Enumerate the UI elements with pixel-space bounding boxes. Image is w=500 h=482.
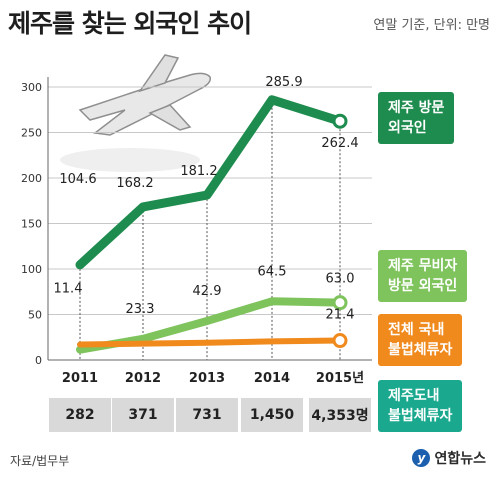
legend-illegal-jeju-line1: 제주도내 — [388, 388, 440, 404]
series-1-end-point — [332, 295, 348, 311]
x-tick-2011: 2011 — [62, 371, 98, 386]
x-tick-2012: 2012 — [125, 371, 161, 386]
data-label-1-0: 11.4 — [54, 282, 83, 297]
x-tick-2013: 2013 — [189, 371, 225, 386]
legend-illegal-jeju-line2: 불법체류자 — [388, 408, 453, 424]
y-tick-300: 300 — [21, 81, 42, 94]
data-label-0-0: 104.6 — [59, 172, 96, 187]
x-tick-2014: 2014 — [254, 371, 290, 386]
data-label-0-4: 262.4 — [321, 136, 358, 151]
line-chart: 104.6 168.2 181.2 285.9 262.4 11.4 23.3 42.9 64.… — [21, 54, 372, 386]
legend-visa-free-line1: 제주 무비자 — [388, 258, 458, 274]
series-line-0 — [75, 95, 345, 270]
legend-illegal-national: 전체 국내 불법체류자 — [378, 314, 463, 366]
legend-visitors-line2: 외국인 — [388, 120, 427, 136]
table-cell-0: 282 — [49, 398, 111, 432]
chart-subtitle: 연말 기준, 단위: 만명 — [373, 18, 490, 33]
legend-visa-free: 제주 무비자 방문 외국인 — [378, 250, 468, 302]
legend-visitors: 제주 방문 외국인 — [378, 92, 455, 144]
y-tick-50: 50 — [28, 309, 42, 322]
data-label-0-2: 181.2 — [180, 164, 217, 179]
legend-illegal-national-line2: 불법체류자 — [388, 342, 453, 358]
y-tick-100: 100 — [21, 263, 42, 276]
table-cell-2: 731 — [176, 398, 238, 432]
legend-visa-free-line2: 방문 외국인 — [388, 278, 458, 294]
data-label-1-2: 42.9 — [193, 284, 222, 299]
series-line-2 — [77, 337, 343, 348]
source-text: 자료/법무부 — [10, 454, 70, 468]
data-label-1-3: 64.5 — [258, 264, 287, 279]
x-tick-2015년: 2015년 — [316, 371, 364, 386]
legend-illegal-jeju: 제주도내 불법체류자 — [378, 380, 463, 432]
series-2-end-point — [332, 333, 348, 349]
page-title: 제주를 찾는 외국인 추이 — [8, 9, 252, 38]
data-label-1-1: 23.3 — [126, 302, 155, 317]
data-label-1-4: 63.0 — [326, 272, 355, 287]
legend-visitors-line1: 제주 방문 — [388, 100, 445, 116]
y-tick-0: 0 — [35, 354, 42, 367]
data-label-2-4: 21.4 — [326, 308, 355, 323]
table-cell-1: 371 — [112, 398, 174, 432]
logo-mark-icon: y — [412, 449, 431, 467]
table-cell-4: 4,353명 — [309, 398, 371, 432]
y-tick-150: 150 — [21, 218, 42, 231]
series-0-end-point — [332, 113, 348, 129]
logo: y 연합뉴스 — [412, 448, 486, 468]
data-label-0-1: 168.2 — [116, 176, 153, 191]
table-cell-3: 1,450 — [241, 398, 303, 432]
y-tick-250: 250 — [21, 127, 42, 140]
y-tick-200: 200 — [21, 172, 42, 185]
logo-text: 연합뉴스 — [434, 451, 486, 467]
data-label-0-3: 285.9 — [265, 75, 302, 90]
legend-illegal-national-line1: 전체 국내 — [388, 322, 445, 338]
airplane-icon — [60, 54, 212, 172]
